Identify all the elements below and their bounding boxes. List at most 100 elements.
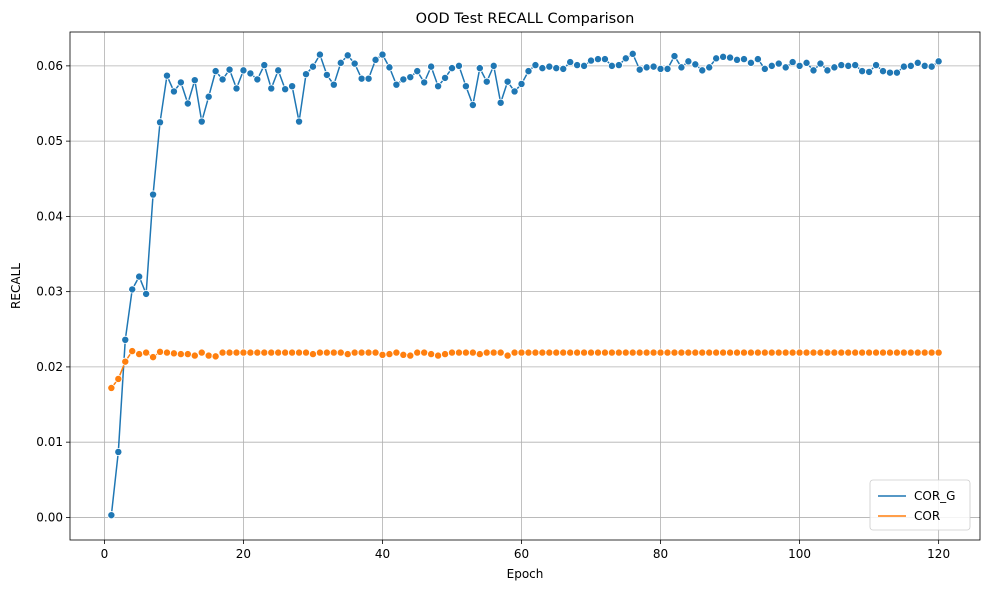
data-point-cor-g [454,61,463,70]
data-point-cor [156,347,165,356]
data-point-cor-g [580,61,589,70]
y-tick-label: 0.01 [36,435,63,449]
data-point-cor-g [114,447,123,456]
data-point-cor-g [649,62,658,71]
data-point-cor [239,348,248,357]
plot-series [107,49,943,520]
data-point-cor-g [336,58,345,67]
data-point-cor-g [468,101,477,110]
data-point-cor [350,348,359,357]
data-point-cor [517,348,526,357]
data-point-cor [559,348,568,357]
data-point-cor [114,374,123,383]
data-point-cor-g [385,63,394,72]
data-point-cor-g [816,59,825,68]
data-point-cor [336,348,345,357]
data-point-cor-g [253,75,262,84]
data-point-cor [135,350,144,359]
data-point-cor [392,348,401,357]
data-point-cor-g [712,54,721,63]
data-point-cor-g [204,92,213,101]
data-point-cor [420,348,429,357]
plot-frame [69,31,981,541]
data-point-cor [920,348,929,357]
data-point-cor-g [795,61,804,70]
data-point-cor [489,348,498,357]
data-point-cor-g [802,58,811,67]
data-point-cor [899,348,908,357]
data-point-cor [322,348,331,357]
data-point-cor-g [872,61,881,70]
data-point-cor-g [190,76,199,85]
data-point-cor-g [593,55,602,64]
data-point-cor [343,350,352,359]
data-point-cor [927,348,936,357]
data-point-cor [308,350,317,359]
data-point-cor-g [183,99,192,108]
data-point-cor-g [545,62,554,71]
data-point-cor [475,350,484,359]
data-point-cor-g [406,73,415,82]
data-point-cor [107,383,116,392]
x-tick-label: 100 [788,547,811,561]
data-point-cor [281,348,290,357]
data-point-cor [621,348,630,357]
data-point-cor [934,348,943,357]
data-point-cor-g [621,54,630,63]
data-point-cor [399,350,408,359]
data-point-cor [607,348,616,357]
data-point-cor-g [267,84,276,93]
data-point-cor-g [885,68,894,77]
data-point-cor [357,348,366,357]
data-point-cor-g [879,67,888,76]
data-point-cor-g [496,98,505,107]
data-point-cor-g [232,84,241,93]
data-point-cor [913,348,922,357]
data-point-cor [879,348,888,357]
data-point-cor [580,348,589,357]
data-point-cor [274,348,283,357]
data-point-cor-g [538,64,547,73]
data-point-cor-g [920,61,929,70]
data-point-cor [461,348,470,357]
data-point-cor-g [149,190,158,199]
data-point-cor [858,348,867,357]
data-point-cor [128,347,137,356]
data-point-cor [197,348,206,357]
data-point-cor-g [600,55,609,64]
data-point-cor [663,348,672,357]
data-point-cor-g [705,63,714,72]
data-point-cor [204,351,213,360]
data-point-cor-g [427,62,436,71]
data-point-cor [649,348,658,357]
data-point-cor-g [239,66,248,75]
data-point-cor-g [670,52,679,61]
data-point-cor [851,348,860,357]
data-point-cor [253,348,262,357]
data-point-cor [670,348,679,357]
data-point-cor-g [760,64,769,73]
data-point-cor [600,348,609,357]
data-point-cor-g [698,66,707,75]
data-point-cor [183,350,192,359]
data-point-cor [760,348,769,357]
data-point-cor [573,348,582,357]
data-point-cor [434,351,443,360]
data-point-cor-g [399,75,408,84]
grid [70,32,980,540]
data-point-cor-g [781,63,790,72]
data-point-cor [441,350,450,359]
data-point-cor [371,348,380,357]
data-point-cor [225,348,234,357]
data-point-cor [628,348,637,357]
data-point-cor [642,348,651,357]
data-point-cor-g [510,87,519,96]
data-point-cor [885,348,894,357]
data-point-cor [531,348,540,357]
data-point-cor [566,348,575,357]
data-point-cor-g [135,272,144,281]
data-point-cor [781,348,790,357]
data-point-cor-g [865,67,874,76]
y-tick-label: 0.00 [36,510,63,524]
data-point-cor [427,350,436,359]
